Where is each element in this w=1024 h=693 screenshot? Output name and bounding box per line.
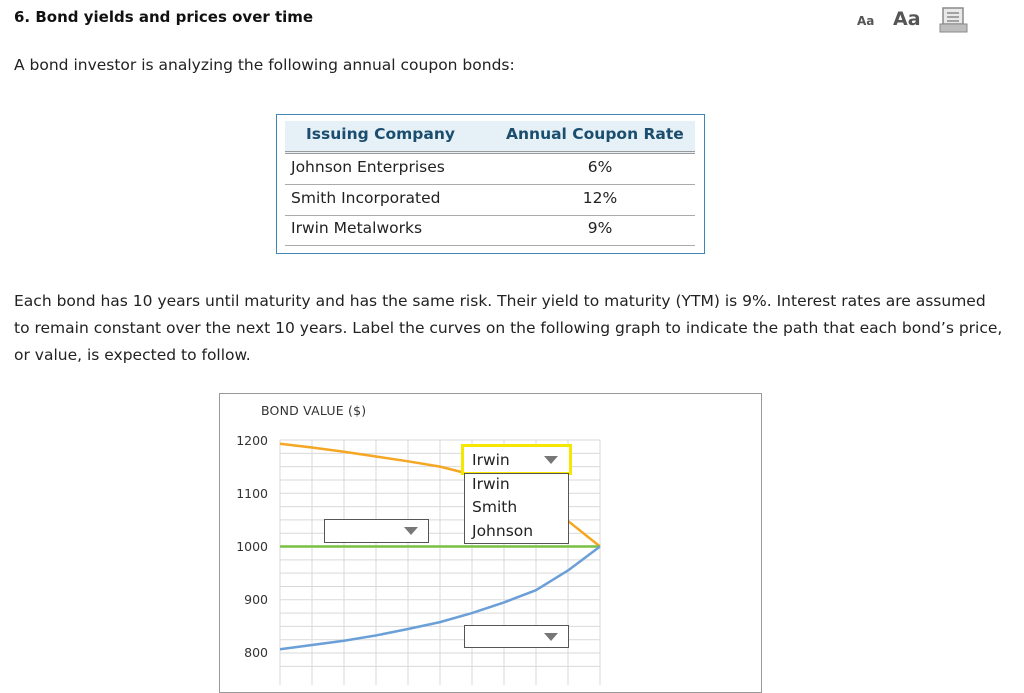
chevron-down-icon — [544, 633, 558, 641]
print-icon[interactable] — [939, 7, 969, 33]
y-tick-label: 1200 — [236, 433, 268, 448]
font-size-small-button[interactable]: Aa — [857, 14, 875, 28]
company-cell: Smith Incorporated — [291, 189, 441, 207]
curve-label-dropdown-top[interactable]: Irwin — [461, 444, 572, 475]
y-tick-label: 1100 — [236, 486, 268, 501]
rate-cell: 12% — [582, 189, 618, 207]
rate-cell: 6% — [587, 158, 613, 176]
curve-label-dropdown-middle[interactable] — [324, 519, 429, 543]
font-size-large-button[interactable]: Aa — [893, 8, 921, 30]
curve-label-dropdown-bottom[interactable] — [464, 625, 569, 648]
y-axis-label: BOND VALUE ($) — [261, 403, 367, 418]
header-annual-coupon-rate: Annual Coupon Rate — [506, 125, 684, 143]
intro-text: A bond investor is analyzing the followi… — [14, 56, 515, 74]
bond-table: Issuing Company Annual Coupon Rate Johns… — [276, 114, 705, 254]
table-row: Smith Incorporated 12% — [285, 185, 695, 216]
chevron-down-icon — [544, 456, 558, 464]
header-issuing-company: Issuing Company — [306, 125, 455, 143]
chevron-down-icon — [404, 527, 418, 535]
dropdown-option-johnson[interactable]: Johnson — [472, 522, 534, 540]
question-heading: 6. Bond yields and prices over time — [14, 8, 314, 26]
dropdown-option-smith[interactable]: Smith — [472, 498, 518, 516]
rate-cell: 9% — [587, 219, 613, 237]
dropdown-value: Irwin — [472, 451, 510, 469]
table-row: Johnson Enterprises 6% — [285, 154, 695, 185]
y-tick-label: 1000 — [236, 539, 268, 554]
question-paragraph: Each bond has 10 years until maturity an… — [14, 292, 1003, 364]
dropdown-option-irwin[interactable]: Irwin — [472, 475, 510, 493]
company-cell: Irwin Metalworks — [291, 219, 423, 237]
table-row: Irwin Metalworks 9% — [285, 215, 695, 246]
dropdown-options-list: Irwin Smith Johnson — [464, 473, 569, 544]
series-line-2 — [279, 545, 601, 651]
y-tick-label: 800 — [244, 645, 268, 660]
y-tick-label: 900 — [244, 592, 268, 607]
company-cell: Johnson Enterprises — [291, 158, 445, 176]
table-header: Issuing Company Annual Coupon Rate — [285, 121, 695, 154]
